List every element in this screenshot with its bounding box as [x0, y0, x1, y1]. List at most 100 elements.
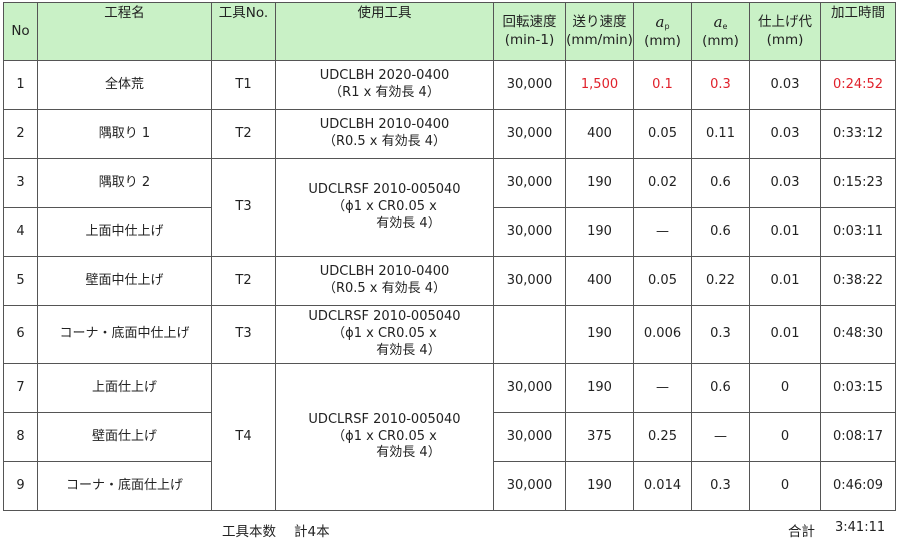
- header-tool-no-label: 工具No.: [218, 5, 269, 21]
- header-ap-unit: (mm): [644, 32, 681, 49]
- cell-ae: 0.6: [691, 158, 750, 208]
- cell-feed-rate: 190: [565, 363, 634, 413]
- tool-spec: （R0.5 x 有効長 4）: [322, 134, 447, 149]
- header-finish-allowance-label: 仕上げ代: [758, 13, 812, 30]
- table-row: 1 全体荒 T1 UDCLBH 2020-0400 （R1 x 有効長 4） 3…: [3, 60, 896, 110]
- cell-machining-time: 0:03:11: [820, 207, 896, 257]
- table-row: 3 隅取り 2 T3 UDCLRSF 2010-005040 （ϕ1 x CR0…: [3, 158, 896, 257]
- cell-no: 9: [3, 461, 38, 511]
- cell-ap: 0.014: [633, 461, 692, 511]
- cell-process-name: 上面仕上げ: [37, 363, 212, 413]
- cell-ae: 0.6: [691, 363, 750, 413]
- tool-model: UDCLBH 2010-0400: [319, 264, 450, 280]
- cell-machining-time: 0:46:09: [820, 461, 896, 511]
- cell-spindle-speed: 30,000: [493, 363, 566, 413]
- cell-no: 2: [3, 109, 38, 159]
- cell-process-name: コーナ・底面仕上げ: [37, 461, 212, 511]
- cell-feed-rate: 400: [565, 256, 634, 306]
- header-finish-allowance-unit: (mm): [766, 31, 804, 48]
- header-ap-symbol: a: [655, 12, 665, 31]
- cell-finish-allowance: 0: [749, 461, 821, 511]
- tool-spec: （R1 x 有効長 4）: [329, 85, 440, 100]
- cell-feed-rate: 400: [565, 109, 634, 159]
- cell-tool-no: T2: [211, 256, 276, 306]
- cell-process-name: 隅取り 1: [37, 109, 212, 159]
- tool-spec: （R0.5 x 有効長 4）: [322, 281, 447, 296]
- cell-process-name: 壁面仕上げ: [37, 412, 212, 462]
- cell-spindle-speed: 30,000: [493, 109, 566, 159]
- cell-ap: 0.25: [633, 412, 692, 462]
- cell-machining-time: 0:48:30: [820, 305, 896, 364]
- table-row: 6 コーナ・底面中仕上げ T3 UDCLRSF 2010-005040 （ϕ1 …: [3, 305, 896, 364]
- cell-finish-allowance: 0: [749, 412, 821, 462]
- cell-tool-no: T3: [211, 158, 276, 257]
- header-no-label: No: [11, 22, 30, 39]
- cell-ae: 0.6: [691, 207, 750, 257]
- tool-count-label: 工具本数: [222, 524, 276, 540]
- header-tool-used-label: 使用工具: [357, 5, 412, 21]
- cell-process-name: 上面中仕上げ: [37, 207, 212, 257]
- cell-feed-rate: 190: [565, 158, 634, 208]
- cell-ae: 0.3: [691, 461, 750, 511]
- tool-spec: （ϕ1 x CR0.05 x: [332, 199, 437, 215]
- cell-spindle-speed: 30,000: [493, 158, 566, 208]
- cell-finish-allowance: 0.03: [749, 158, 821, 208]
- header-ae-symbol: a: [713, 12, 723, 31]
- header-feed-rate-label: 送り速度: [572, 13, 627, 30]
- cell-tool-used: UDCLBH 2010-0400 （R0.5 x 有効長 4）: [275, 109, 494, 159]
- header-ae-unit: (mm): [702, 32, 739, 49]
- cell-no: 1: [3, 60, 38, 110]
- cell-ae: —: [691, 412, 750, 462]
- cell-ae: 0.11: [691, 109, 750, 159]
- cell-process-name: 隅取り 2: [37, 158, 212, 208]
- cell-spindle-speed: 30,000: [493, 207, 566, 257]
- cell-finish-allowance: 0.03: [749, 60, 821, 110]
- cell-ap: 0.05: [633, 256, 692, 306]
- total-label: 合計: [788, 524, 815, 540]
- cell-machining-time: 0:38:22: [820, 256, 896, 306]
- cell-ae: 0.22: [691, 256, 750, 306]
- cell-ap: 0.006: [633, 305, 692, 364]
- cell-no: 5: [3, 256, 38, 306]
- tool-model: UDCLBH 2020-0400: [319, 68, 450, 84]
- header-feed-rate-unit: (mm/min): [566, 31, 633, 48]
- cell-process-name: コーナ・底面中仕上げ: [37, 305, 212, 364]
- cell-no: 4: [3, 207, 38, 257]
- cell-tool-used: UDCLRSF 2010-005040 （ϕ1 x CR0.05 x 有効長 4…: [275, 158, 494, 257]
- cell-feed-rate: 190: [565, 461, 634, 511]
- cell-machining-time: 0:15:23: [820, 158, 896, 208]
- cell-ae: 0.3: [691, 305, 750, 364]
- header-ap-symbol-wrap: ap: [635, 11, 691, 33]
- cell-feed-rate: 1,500: [565, 60, 634, 110]
- header-feed-rate: 送り速度 (mm/min): [565, 2, 634, 61]
- table-row: 4 上面中仕上げ 30,000 190 — 0.6 0.01 0:03:11: [3, 207, 896, 257]
- header-ae: ae (mm): [691, 2, 750, 61]
- header-process-name: 工程名: [37, 2, 212, 61]
- cell-ae: 0.3: [691, 60, 750, 110]
- cell-tool-used: UDCLBH 2010-0400 （R0.5 x 有効長 4）: [275, 256, 494, 306]
- cell-spindle-speed: 30,000: [493, 461, 566, 511]
- cell-machining-time: 0:08:17: [820, 412, 896, 462]
- table-row: 5 壁面中仕上げ T2 UDCLBH 2010-0400 （R0.5 x 有効長…: [3, 256, 896, 306]
- cell-tool-no: T3: [211, 305, 276, 364]
- cell-machining-time: 0:24:52: [820, 60, 896, 110]
- cell-feed-rate: 190: [565, 305, 634, 364]
- cell-tool-no: T4: [211, 363, 276, 511]
- table-row: 8 壁面仕上げ 30,000 375 0.25 — 0 0:08:17: [3, 412, 896, 462]
- header-row: No 工程名 工具No. 使用工具 回転速度 (min-1) 送り速度 (mm/…: [3, 2, 896, 61]
- tool-model: UDCLRSF 2010-005040: [308, 309, 461, 325]
- header-finish-allowance: 仕上げ代 (mm): [749, 2, 821, 61]
- table-body: 1 全体荒 T1 UDCLBH 2020-0400 （R1 x 有効長 4） 3…: [3, 60, 896, 511]
- cell-feed-rate: 190: [565, 207, 634, 257]
- tool-model: UDCLBH 2010-0400: [319, 117, 450, 133]
- header-spindle-speed-label: 回転速度: [502, 13, 557, 30]
- machining-table: No 工程名 工具No. 使用工具 回転速度 (min-1) 送り速度 (mm/…: [3, 2, 896, 511]
- tool-model: UDCLRSF 2010-005040: [308, 411, 461, 427]
- header-process-name-label: 工程名: [104, 5, 145, 21]
- cell-ap: 0.1: [633, 60, 692, 110]
- cell-finish-allowance: 0.01: [749, 256, 821, 306]
- cell-finish-allowance: 0: [749, 363, 821, 413]
- cell-tool-no: T2: [211, 109, 276, 159]
- cell-ap: 0.02: [633, 158, 692, 208]
- header-ap-subscript: p: [664, 21, 670, 31]
